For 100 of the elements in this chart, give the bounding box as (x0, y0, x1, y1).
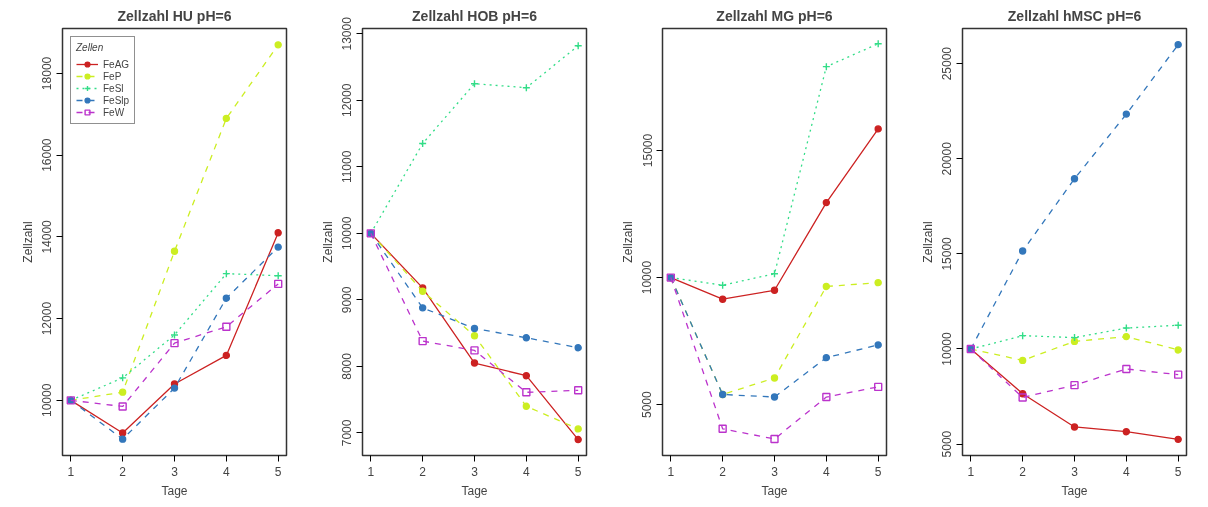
y-tick-label: 10000 (940, 331, 955, 366)
point (1070, 380, 1079, 390)
x-tick-label: 3 (771, 464, 779, 479)
y-tick-label: 20000 (940, 141, 955, 176)
point (170, 338, 179, 348)
x-tick-label: 2 (419, 464, 427, 479)
point (274, 41, 282, 49)
point (574, 386, 583, 395)
point (822, 392, 831, 402)
point (874, 125, 882, 133)
x-axis-title: Tage (461, 483, 488, 498)
x-tick-label: 5 (874, 464, 882, 479)
point (718, 424, 727, 434)
y-tick-label: 5000 (940, 430, 955, 458)
point (770, 434, 779, 444)
legend-label: FeAG (103, 58, 130, 70)
point (222, 114, 231, 123)
x-tick-label: 3 (171, 464, 179, 479)
y-tick-label: 12000 (40, 301, 55, 336)
y-tick-label: 16000 (40, 138, 55, 172)
chart-title: Zellzahl MG pH=6 (716, 7, 833, 24)
x-axis-title: Tage (1061, 483, 1088, 498)
y-tick-label: 10000 (640, 260, 655, 295)
chart-title: Zellzahl hMSC pH=6 (1007, 7, 1142, 24)
point (822, 353, 831, 362)
legend-label: FeSlp (103, 94, 130, 106)
y-tick-label: 9000 (340, 286, 355, 314)
point (170, 384, 179, 392)
point (718, 295, 727, 303)
point (118, 402, 127, 411)
y-tick-label: 18000 (40, 56, 55, 91)
x-tick-label: 4 (823, 464, 831, 479)
y-tick-label: 13000 (340, 16, 355, 51)
point (574, 344, 582, 352)
legend-label: FeSl (103, 82, 124, 94)
point (874, 382, 883, 392)
point (118, 373, 127, 383)
point (522, 371, 531, 380)
point (170, 247, 179, 255)
point (770, 393, 779, 401)
x-tick-label: 4 (1123, 464, 1131, 479)
point (274, 279, 283, 289)
y-tick-label: 14000 (40, 219, 55, 254)
x-axis-title: Tage (161, 483, 188, 498)
point (418, 336, 427, 346)
x-tick-label: 1 (67, 464, 75, 479)
x-tick-label: 2 (119, 464, 127, 479)
y-axis-title: Zellzahl (20, 221, 35, 263)
y-tick-label: 15000 (640, 133, 655, 168)
legend-title: Zellen (76, 42, 105, 53)
point (1122, 364, 1131, 374)
point (522, 388, 531, 397)
point (222, 294, 231, 302)
y-tick-label: 25000 (940, 46, 955, 81)
point (770, 286, 779, 294)
x-tick-label: 5 (574, 464, 582, 479)
chart-title: Zellzahl HOB pH=6 (412, 7, 538, 24)
point (222, 322, 231, 331)
point (470, 346, 479, 355)
x-tick-label: 1 (967, 464, 975, 479)
point (470, 324, 479, 333)
x-axis-title: Tage (761, 483, 788, 498)
y-tick-label: 10000 (40, 383, 55, 418)
x-tick-label: 1 (367, 464, 375, 479)
point (874, 278, 882, 287)
x-tick-label: 2 (1019, 464, 1027, 479)
y-axis-title: Zellzahl (620, 221, 635, 263)
y-tick-label: 12000 (340, 83, 355, 118)
point (274, 229, 282, 237)
point (1070, 423, 1079, 431)
point (1070, 175, 1079, 183)
x-tick-label: 5 (274, 464, 282, 479)
legend-label: FeP (103, 70, 123, 82)
point (822, 198, 831, 207)
y-tick-label: 15000 (940, 236, 955, 271)
point (170, 330, 179, 340)
y-tick-label: 5000 (640, 390, 655, 419)
point (1174, 370, 1183, 379)
y-tick-label: 10000 (340, 216, 355, 251)
point (574, 435, 582, 444)
y-axis-title: Zellzahl (320, 221, 335, 263)
point (470, 359, 479, 367)
point (1018, 393, 1027, 402)
point (1122, 428, 1131, 436)
chart-title: Zellzahl HU pH=6 (117, 7, 232, 24)
point (1018, 356, 1027, 365)
point (522, 334, 531, 342)
point (522, 402, 531, 410)
y-tick-label: 8000 (340, 352, 355, 380)
point (822, 282, 831, 291)
y-tick-label: 7000 (340, 419, 355, 447)
x-tick-label: 5 (1174, 464, 1182, 479)
point (1122, 332, 1131, 341)
point (418, 304, 427, 312)
point (1122, 323, 1131, 333)
legend-label: FeW (103, 106, 125, 118)
point (274, 243, 282, 251)
point (222, 351, 231, 360)
point (1174, 346, 1182, 354)
point (1018, 247, 1027, 255)
